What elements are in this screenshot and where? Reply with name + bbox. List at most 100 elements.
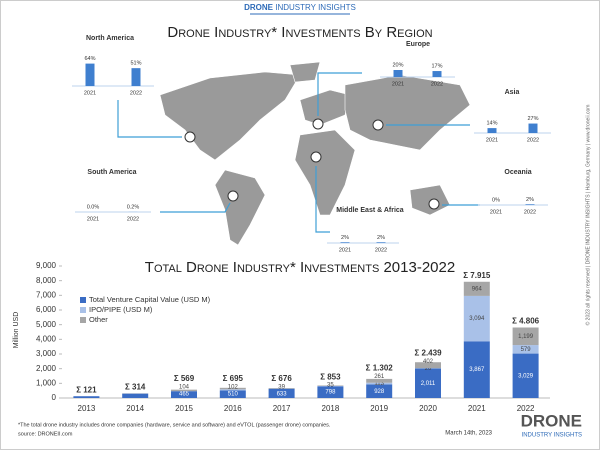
region-year: 2021 (87, 216, 99, 222)
segment-label: 104 (179, 385, 190, 391)
region-bar (85, 63, 95, 86)
region-year: 2021 (84, 90, 96, 96)
region-name: Middle East & Africa (336, 207, 404, 214)
region-year: 2022 (431, 81, 443, 87)
region-value-label: 51% (130, 61, 141, 67)
logo: DRONE (521, 411, 582, 430)
region-bar (131, 68, 141, 86)
region-bar (487, 128, 497, 133)
chart-title: Total Drone Industry* Investments 2013-2… (145, 259, 455, 276)
region-name: North America (86, 35, 134, 42)
segment-label: 928 (374, 389, 385, 395)
bar-segment (415, 362, 441, 369)
bar-segment (366, 384, 393, 398)
region-value-label: 14% (486, 121, 497, 127)
bar-segment (317, 385, 344, 387)
bar-segment (463, 281, 490, 296)
y-tick-label: 1,000 (36, 378, 57, 387)
region-bar (528, 123, 538, 133)
region-name: South America (87, 169, 136, 176)
bar-segment (512, 353, 539, 398)
segment-label: 261 (374, 374, 385, 380)
y-tick-label: 6,000 (36, 305, 57, 314)
region-value-label: 20% (392, 62, 403, 68)
segment-label: 113 (374, 381, 384, 387)
segment-label: 1,199 (518, 334, 534, 340)
source: source: DRONEII.com (18, 431, 73, 437)
region-name: Europe (406, 41, 430, 48)
segment-label: 3,029 (518, 373, 534, 379)
x-tick-label: 2020 (419, 404, 437, 413)
x-tick-label: 2016 (224, 404, 242, 413)
bar-segment (366, 378, 393, 383)
legend-swatch (80, 297, 86, 303)
bar-segment (268, 388, 295, 398)
segment-label: 102 (228, 385, 239, 391)
bar-segment (512, 327, 539, 346)
region-value-label: 2% (526, 197, 534, 203)
total-label: Σ 853 (320, 372, 341, 381)
brand: DRONE (244, 3, 274, 12)
x-tick-label: 2018 (322, 404, 340, 413)
x-tick-label: 2017 (273, 404, 291, 413)
x-tick-label: 2015 (175, 404, 193, 413)
bar-segment (268, 388, 295, 389)
segment-label: 465 (179, 392, 190, 398)
region-bar (376, 242, 386, 243)
y-tick-label: 7,000 (36, 290, 57, 299)
region-year: 2022 (524, 209, 536, 215)
side-note: © 2023 all rights reserved | DRONE INDUS… (584, 105, 591, 326)
total-label: Σ 7.915 (463, 271, 491, 280)
segment-label: 39 (278, 385, 285, 391)
segment-label: 35 (327, 383, 334, 389)
segment-label: 964 (472, 286, 483, 292)
region-bar (340, 242, 350, 243)
total-label: Σ 4.806 (512, 317, 540, 326)
bar-segment (415, 368, 441, 398)
y-tick-label: 8,000 (36, 276, 57, 285)
total-label: Σ 2.439 (414, 348, 442, 357)
region-year: 2022 (130, 90, 142, 96)
region-year: 2021 (392, 81, 404, 87)
bar-segment (219, 389, 246, 391)
region-bar (393, 70, 403, 77)
pins (184, 118, 440, 210)
y-tick-label: 9,000 (36, 261, 57, 270)
region-year: 2021 (339, 247, 351, 253)
region-value-label: 27% (527, 116, 538, 122)
bar-segment (219, 390, 246, 398)
segment-label: 579 (521, 347, 532, 353)
bar-segment (219, 387, 246, 390)
legend-label: Total Venture Capital Value (USD M) (89, 295, 211, 304)
footnote: *The total drone industry includes drone… (18, 422, 331, 428)
bar-segment (463, 341, 490, 398)
y-tick-label: 0 (52, 393, 57, 402)
bar-segment (317, 386, 344, 398)
region-value-label: 0.0% (87, 204, 100, 210)
total-label: Σ 121 (76, 385, 97, 394)
bar-segment (512, 345, 539, 354)
legend-label: Other (89, 315, 108, 324)
legend-label: IPO/PIPE (USD M) (89, 305, 153, 314)
region-value-label: 0.2% (127, 204, 140, 210)
region-value-label: 2% (377, 235, 385, 241)
y-tick-label: 4,000 (36, 334, 57, 343)
y-axis-label: Million USD (13, 312, 20, 349)
segment-label: 633 (277, 392, 288, 398)
region-name: Asia (505, 89, 520, 96)
bar-segment (171, 389, 197, 392)
bar-segment (171, 391, 197, 398)
bar-segment (463, 295, 490, 342)
total-label: Σ 1.302 (366, 364, 394, 373)
x-tick-label: 2022 (517, 404, 535, 413)
region-year: 2022 (527, 137, 539, 143)
map-title: Drone Industry* Investments By Region (167, 24, 432, 41)
x-tick-label: 2013 (78, 404, 96, 413)
bar-segment (122, 393, 149, 398)
x-tick-label: 2019 (370, 404, 388, 413)
total-label: Σ 676 (271, 374, 292, 383)
region-year: 2021 (490, 209, 502, 215)
segment-label: 26 (425, 366, 432, 372)
